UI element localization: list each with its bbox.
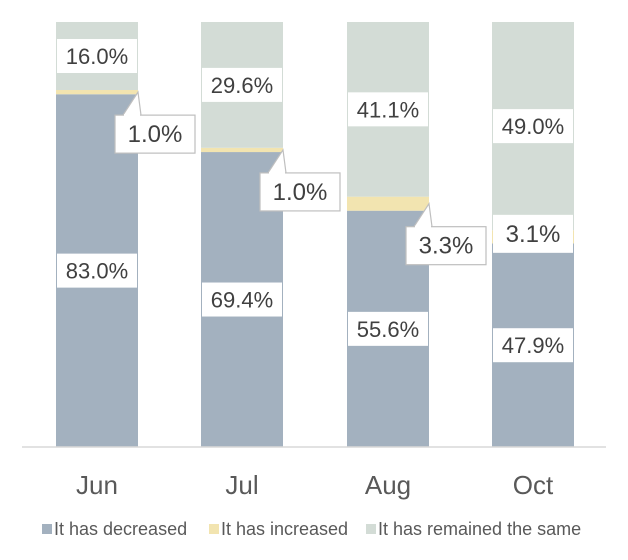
callout-box [493, 214, 573, 253]
data-label-it-has-decreased-jun: 83.0% [66, 259, 128, 284]
data-label-box [57, 39, 137, 73]
data-label-it-has-increased-aug: 3.3% [419, 233, 474, 260]
bar-it-has-increased-jul [201, 147, 283, 153]
data-label-box [202, 67, 282, 102]
data-label-it-has-remained-the-same-aug: 41.1% [357, 97, 419, 122]
callout-box [259, 172, 341, 212]
callout-gap [124, 114, 140, 118]
legend-swatch-it-has-remained-the-same [366, 524, 376, 534]
data-label-box [493, 109, 573, 144]
data-label-it-has-remained-the-same-jul: 29.6% [211, 73, 273, 98]
x-tick-label-oct: Oct [513, 470, 554, 500]
bar-it-has-increased-aug [347, 196, 429, 211]
callout-box [405, 226, 487, 266]
data-label-box [493, 328, 573, 363]
data-label-box [57, 253, 137, 288]
legend-swatch-it-has-increased [209, 524, 219, 534]
x-axis-ticks: Jun Jul Aug Oct [76, 470, 554, 500]
callout-pointer [413, 201, 433, 228]
callout-gap [415, 225, 431, 229]
callout-gap [269, 171, 285, 175]
legend-label-it-has-increased: It has increased [221, 519, 348, 539]
legend: It has decreased It has increased It has r… [42, 519, 581, 539]
data-label-it-has-decreased-jul: 69.4% [211, 288, 273, 313]
data-label-box [348, 311, 428, 346]
x-tick-label-jul: Jul [225, 470, 258, 500]
data-label-box [202, 282, 282, 317]
data-label-it-has-increased-oct: 3.1% [506, 221, 561, 248]
data-label-it-has-remained-the-same-jun: 16.0% [66, 44, 128, 69]
legend-label-it-has-remained-the-same: It has remained the same [378, 519, 581, 539]
x-tick-label-aug: Aug [365, 470, 411, 500]
callouts: 1.0% 1.0% 3.3% 3.1% [114, 90, 573, 266]
data-label-it-has-decreased-aug: 55.6% [357, 317, 419, 342]
callout-pointer [122, 90, 142, 116]
legend-label-it-has-decreased: It has decreased [54, 519, 187, 539]
data-label-it-has-increased-jul: 1.0% [273, 179, 328, 206]
data-label-it-has-remained-the-same-oct: 49.0% [502, 114, 564, 139]
legend-swatch-it-has-decreased [42, 524, 52, 534]
data-label-box [348, 92, 428, 127]
callout-box [114, 114, 196, 154]
callout-pointer [267, 148, 287, 174]
data-label-it-has-increased-jun: 1.0% [128, 121, 183, 148]
data-label-it-has-decreased-oct: 47.9% [502, 333, 564, 358]
bar-it-has-increased-jun [56, 90, 138, 95]
x-tick-label-jun: Jun [76, 470, 118, 500]
